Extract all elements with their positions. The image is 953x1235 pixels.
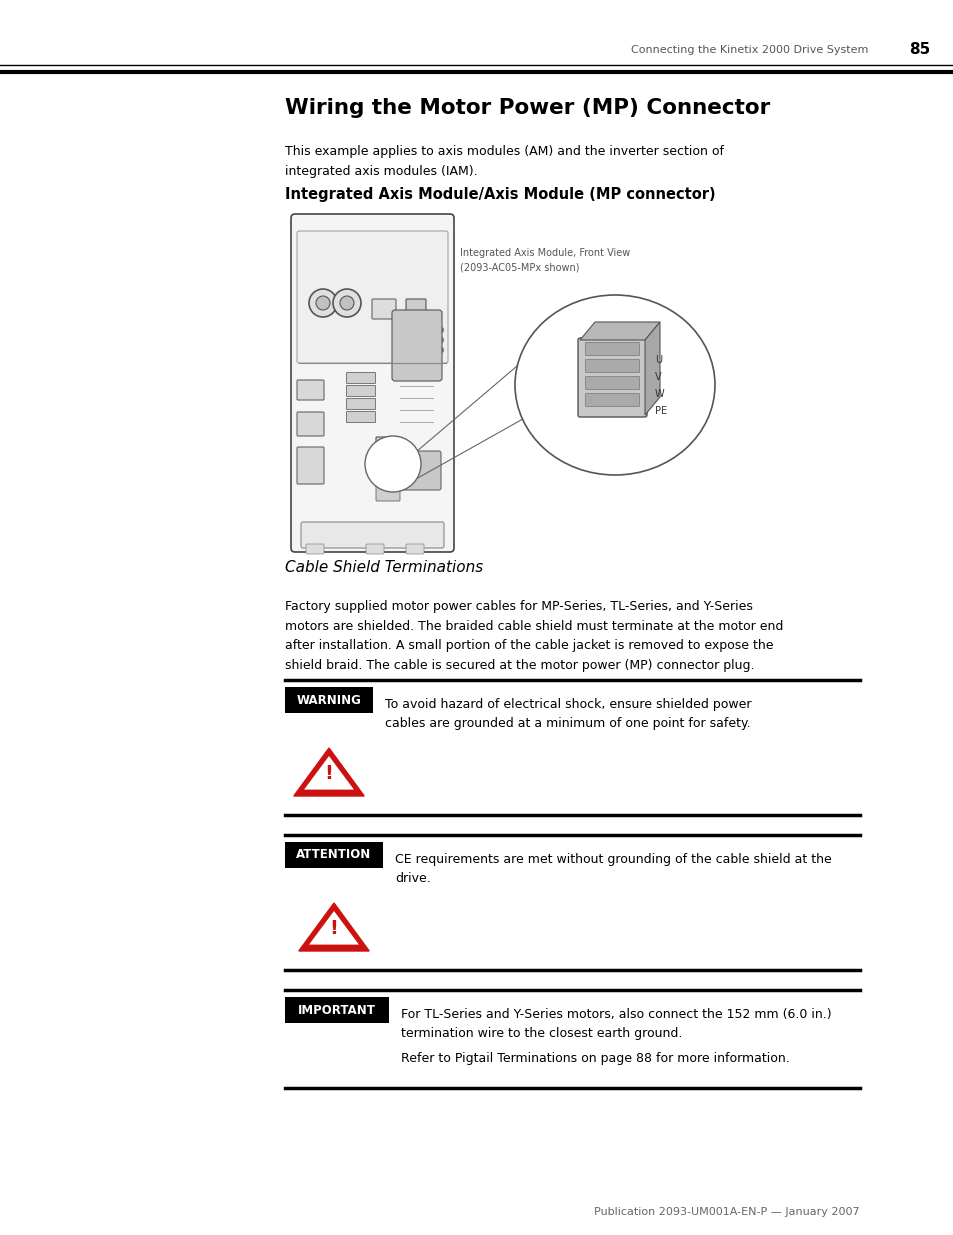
Text: Integrated Axis Module, Front View
(2093-AC05-MPx shown): Integrated Axis Module, Front View (2093… [459, 248, 630, 272]
Text: This example applies to axis modules (AM) and the inverter section of
integrated: This example applies to axis modules (AM… [285, 144, 723, 178]
Polygon shape [294, 748, 364, 797]
FancyBboxPatch shape [378, 440, 396, 446]
Text: Publication 2093-UM001A-EN-P — January 2007: Publication 2093-UM001A-EN-P — January 2… [594, 1207, 859, 1216]
Text: PE: PE [655, 406, 666, 416]
FancyBboxPatch shape [392, 310, 441, 382]
Text: For TL-Series and Y-Series motors, also connect the 152 mm (6.0 in.)
termination: For TL-Series and Y-Series motors, also … [400, 1008, 831, 1040]
Text: Factory supplied motor power cables for MP-Series, TL-Series, and Y-Series
motor: Factory supplied motor power cables for … [285, 600, 782, 672]
Text: !: ! [329, 919, 338, 939]
Ellipse shape [515, 295, 714, 475]
FancyBboxPatch shape [378, 458, 396, 464]
Text: 85: 85 [908, 42, 929, 58]
FancyBboxPatch shape [393, 451, 440, 490]
FancyBboxPatch shape [285, 997, 389, 1023]
FancyBboxPatch shape [406, 299, 426, 319]
Circle shape [438, 327, 443, 332]
FancyBboxPatch shape [285, 687, 373, 713]
Circle shape [333, 289, 360, 317]
FancyBboxPatch shape [585, 377, 639, 389]
FancyBboxPatch shape [306, 543, 324, 555]
Polygon shape [304, 756, 354, 789]
Circle shape [309, 289, 336, 317]
Text: ATTENTION: ATTENTION [296, 848, 372, 862]
Text: CE requirements are met without grounding of the cable shield at the
drive.: CE requirements are met without groundin… [395, 853, 831, 884]
FancyBboxPatch shape [372, 299, 395, 319]
FancyBboxPatch shape [291, 214, 454, 552]
Polygon shape [579, 322, 659, 340]
Text: Wiring the Motor Power (MP) Connector: Wiring the Motor Power (MP) Connector [285, 98, 769, 119]
Polygon shape [309, 911, 358, 945]
FancyBboxPatch shape [346, 399, 375, 410]
FancyBboxPatch shape [585, 359, 639, 373]
Text: V: V [655, 372, 661, 382]
Polygon shape [644, 322, 659, 415]
Polygon shape [298, 903, 369, 951]
FancyBboxPatch shape [296, 447, 324, 484]
Circle shape [315, 296, 330, 310]
Text: Connecting the Kinetix 2000 Drive System: Connecting the Kinetix 2000 Drive System [631, 44, 868, 56]
FancyBboxPatch shape [301, 522, 443, 548]
FancyBboxPatch shape [346, 385, 375, 396]
Circle shape [438, 347, 443, 352]
Text: Integrated Axis Module/Axis Module (MP connector): Integrated Axis Module/Axis Module (MP c… [285, 188, 715, 203]
Text: WARNING: WARNING [296, 694, 361, 706]
FancyBboxPatch shape [378, 467, 396, 473]
FancyBboxPatch shape [366, 543, 384, 555]
FancyBboxPatch shape [378, 448, 396, 456]
FancyBboxPatch shape [375, 437, 399, 480]
Circle shape [339, 296, 354, 310]
FancyBboxPatch shape [578, 338, 646, 417]
Text: To avoid hazard of electrical shock, ensure shielded power
cables are grounded a: To avoid hazard of electrical shock, ens… [385, 698, 751, 730]
Circle shape [365, 436, 420, 492]
Text: W: W [655, 389, 664, 399]
Text: !: ! [324, 764, 334, 783]
FancyBboxPatch shape [406, 543, 423, 555]
Text: Cable Shield Terminations: Cable Shield Terminations [285, 561, 483, 576]
FancyBboxPatch shape [346, 373, 375, 384]
Text: Refer to Pigtail Terminations on page 88 for more information.: Refer to Pigtail Terminations on page 88… [400, 1052, 789, 1065]
Text: IMPORTANT: IMPORTANT [297, 1004, 375, 1016]
FancyBboxPatch shape [585, 394, 639, 406]
Text: U: U [655, 354, 661, 366]
FancyBboxPatch shape [296, 412, 324, 436]
FancyBboxPatch shape [375, 485, 399, 501]
FancyBboxPatch shape [296, 231, 448, 363]
FancyBboxPatch shape [296, 380, 324, 400]
FancyBboxPatch shape [346, 411, 375, 422]
FancyBboxPatch shape [585, 342, 639, 356]
FancyBboxPatch shape [285, 842, 382, 868]
Circle shape [438, 337, 443, 342]
